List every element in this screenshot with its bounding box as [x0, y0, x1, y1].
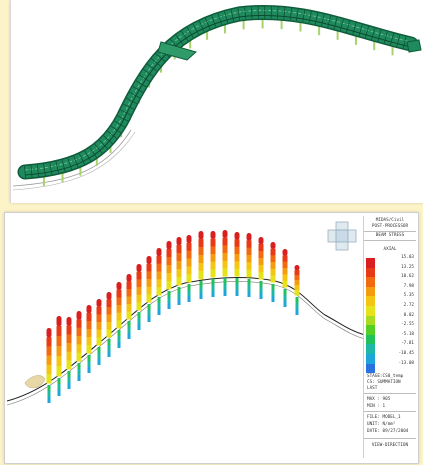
stress-plot-canvas — [6, 230, 365, 406]
stage-line: STAGE:CS0_temp — [367, 374, 404, 379]
scale-value: 7.98 — [403, 283, 414, 289]
scale-swatch — [366, 286, 375, 297]
scale-swatch — [366, 334, 375, 345]
bridge-centerline — [6, 276, 365, 402]
bridge-deck — [17, 4, 419, 180]
deck-segments — [24, 6, 407, 179]
view-direction-label: VIEW-DIRECTION — [371, 443, 409, 448]
scale-value: 15.03 — [401, 255, 414, 260]
bridge-model-canvas — [12, 4, 422, 191]
scale-swatch — [366, 258, 375, 268]
stage-line: CS: SUMMATION — [367, 380, 401, 385]
scale-swatch — [366, 363, 375, 374]
stress-diagram — [46, 230, 300, 403]
scale-swatch — [366, 325, 375, 335]
scale-value: 13.25 — [401, 264, 414, 270]
unit-label: UNIT: N/mm² — [367, 422, 396, 427]
scale-swatch — [366, 306, 375, 316]
scale-value: 2.72 — [403, 303, 414, 308]
legend-header-line: MIDAS/Civil — [375, 218, 405, 223]
date-label: DATE: 09/27/2004 — [367, 429, 409, 434]
max-label: MAX : 905 — [367, 397, 391, 402]
scale-value: -13.08 — [398, 360, 414, 366]
scale-value: 0.02 — [403, 312, 414, 318]
bridge-piers — [42, 18, 394, 186]
scale-value: -5.18 — [401, 331, 414, 337]
scale-value: 5.35 — [403, 293, 414, 299]
scale-value: 10.62 — [401, 274, 414, 280]
scale-swatch — [366, 267, 375, 278]
scale-swatch — [366, 354, 375, 364]
scale-swatch — [366, 315, 375, 326]
scale-value: -10.45 — [398, 351, 414, 356]
scale-swatch — [366, 277, 375, 287]
file-label: FILE: MODEL_1 — [367, 415, 401, 420]
ramp-stub — [24, 375, 46, 389]
bridge-model-view[interactable] — [10, 0, 423, 203]
scale-value: -7.81 — [401, 341, 414, 347]
legend-header-line: POST-PROCESSOR — [371, 224, 409, 229]
min-label: MIN : 1 — [367, 404, 386, 409]
result-legend: MIDAS/Civil POST-PROCESSOR BEAM STRESS A… — [363, 216, 416, 458]
scale-value: -2.55 — [401, 322, 414, 328]
stage-line: LAST — [367, 386, 378, 391]
view-cube-icon[interactable] — [327, 221, 357, 251]
legend-component: AXIAL — [383, 247, 397, 252]
scale-swatch — [366, 296, 375, 306]
scale-swatch — [366, 344, 375, 354]
legend-header-line: BEAM STRESS — [375, 233, 405, 238]
ramp-branch — [157, 41, 198, 61]
stress-result-view[interactable]: MIDAS/Civil POST-PROCESSOR BEAM STRESS A… — [4, 212, 419, 464]
